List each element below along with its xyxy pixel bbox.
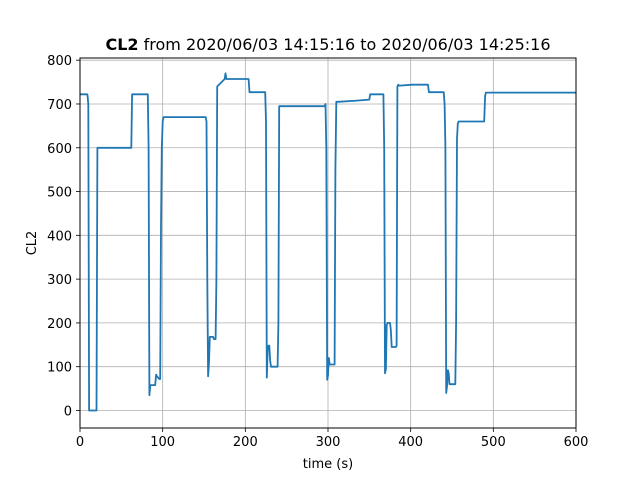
x-tick-label: 0: [76, 435, 84, 450]
y-axis-label: CL2: [25, 231, 40, 256]
x-axis-label: time (s): [303, 457, 353, 472]
y-tick-label: 600: [47, 142, 72, 157]
series-line: [80, 72, 576, 412]
chart-title: CL2 from 2020/06/03 14:15:16 to 2020/06/…: [105, 35, 550, 54]
x-tick-label: 600: [564, 435, 589, 450]
y-tick-label: 800: [47, 54, 72, 69]
x-tick-label: 400: [398, 435, 423, 450]
y-tick-label: 0: [64, 404, 72, 419]
y-tick-label: 400: [47, 229, 72, 244]
series-lines: [80, 72, 576, 412]
y-tick-label: 300: [47, 273, 72, 288]
y-tick-label: 500: [47, 186, 72, 201]
chart-title-rest: from 2020/06/03 14:15:16 to 2020/06/03 1…: [139, 35, 551, 54]
y-tick-label: 100: [47, 361, 72, 376]
grid-lines: [79, 58, 577, 428]
chart-title-bold: CL2: [105, 35, 138, 54]
y-tick-label: 200: [47, 317, 72, 332]
x-tick-label: 100: [150, 435, 175, 450]
x-tick-label: 200: [233, 435, 258, 450]
axis-ticks: 0 100 200 300 400 500 600 0 100 200 300 400 500 600 70…: [47, 54, 588, 450]
x-tick-label: 300: [316, 435, 341, 450]
y-tick-label: 700: [47, 98, 72, 113]
x-tick-label: 500: [481, 435, 506, 450]
